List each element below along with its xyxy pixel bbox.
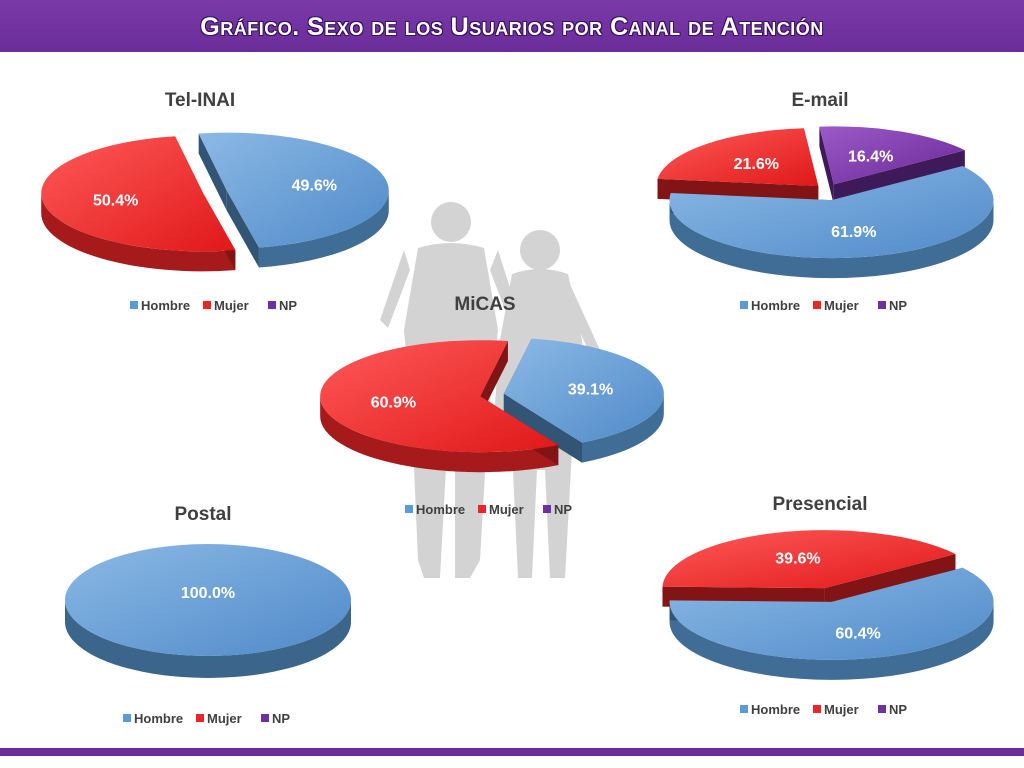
pie-slice-hombre [65,544,351,656]
legend-entry: Hombre [751,702,800,717]
legend-entry: Mujer [207,711,242,726]
legend-swatch [203,301,211,309]
legend-entry: Hombre [141,298,190,313]
legend-entry: Hombre [751,298,800,313]
pie-chart-4: Presencial 60.4% 39.6% Hombre Mujer NP [662,494,994,717]
slice-side [65,600,351,678]
legend-swatch [740,705,748,713]
legend-swatch [130,301,138,309]
pie-slice-hombre [669,166,994,259]
chart-title: Presencial [772,494,867,515]
pie-chart-0: Tel-INAI 49.6% 50.4% Hombre Mujer NP [41,90,389,313]
pie-slice-mujer [41,136,236,252]
title-bar [0,0,1024,52]
pie-slice-mujer [320,340,559,453]
legend-entry: Hombre [134,711,183,726]
data-label: 39.1% [568,382,613,399]
page-title: Gráfico. Sexo de los Usuarios por Canal … [200,13,824,41]
chart-title: MiCAS [454,294,515,315]
chart-title: Tel-INAI [165,90,235,111]
pie-slice-mujer [662,530,956,589]
pie-slice-hombre [503,338,664,443]
data-label: 100.0% [181,585,235,602]
slice-side [669,200,994,279]
legend-swatch [196,714,204,722]
legend-swatch [740,301,748,309]
slice-side [669,601,994,680]
slice-cut [833,150,965,205]
legend-entry: NP [554,502,572,517]
legend-swatch [478,505,486,513]
slice-cut [226,190,259,268]
slice-cut [503,393,582,463]
pie-chart-3: Postal 100.0% Hombre Mujer NP [65,504,351,726]
legend-swatch [261,714,269,722]
chart-title: E-mail [791,90,848,111]
legend-swatch [878,301,886,309]
slice-side [258,190,389,268]
slice-side [41,193,236,272]
legend-swatch [878,705,886,713]
data-label: 39.6% [775,551,820,568]
pie-slice-np [819,126,965,185]
data-label: 21.6% [734,156,779,173]
pie-slice-hombre [669,567,994,660]
legend-entry: NP [272,711,290,726]
slice-cut [824,554,956,609]
data-label: 16.4% [848,148,893,165]
legend-entry: Mujer [824,298,859,313]
data-label: 60.4% [835,625,880,642]
slice-cut [819,126,834,205]
legend-entry: Hombre [416,502,465,517]
slice-cut [198,133,227,211]
legend-entry: Mujer [489,502,524,517]
data-label: 61.9% [831,224,876,241]
legend-swatch [543,505,551,513]
pie-slice-hombre [198,132,389,248]
pie-chart-1: E-mail 61.9% 21.6% 16.4% Hombre Mujer NP [657,90,994,313]
legend-entry: Mujer [824,702,859,717]
slice-side [320,396,559,473]
pie-slice-mujer [657,128,819,186]
legend-entry: NP [279,298,297,313]
slice-side [581,393,664,463]
data-label: 50.4% [93,192,138,209]
data-label: 49.6% [292,178,337,195]
pie-chart-2: MiCAS 39.1% 60.9% Hombre Mujer NP [320,294,664,517]
legend-entry: Mujer [214,298,249,313]
slice-cut [480,341,508,417]
legend-swatch [405,505,413,513]
legend-swatch [813,301,821,309]
legend-swatch [268,301,276,309]
legend-entry: NP [889,702,907,717]
bottom-bar [0,748,1024,756]
legend-swatch [813,705,821,713]
chart-title: Postal [174,504,231,525]
legend-swatch [123,714,131,722]
legend-entry: NP [889,298,907,313]
data-label: 60.9% [371,394,416,411]
